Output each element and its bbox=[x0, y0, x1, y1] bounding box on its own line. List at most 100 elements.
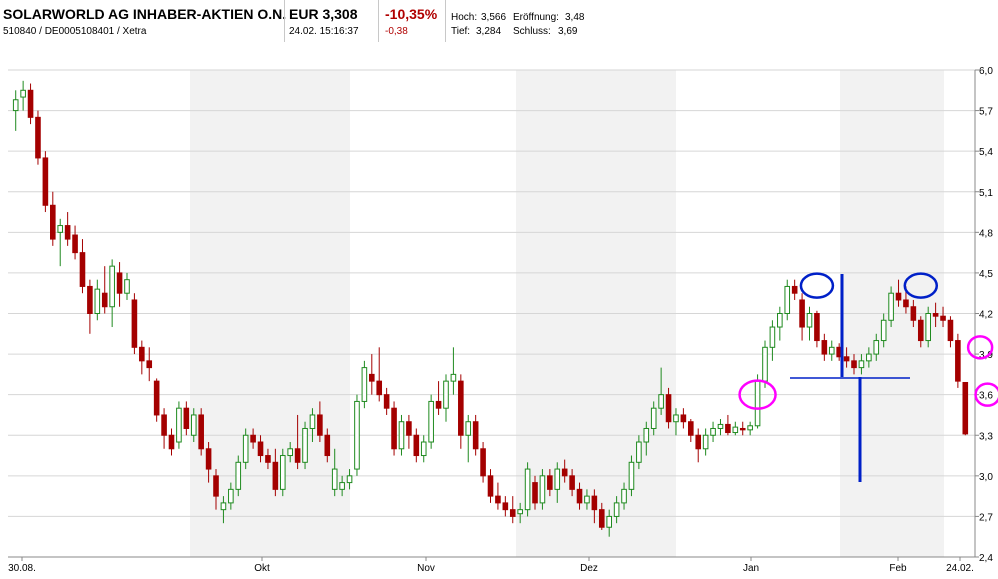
candle bbox=[279, 448, 286, 497]
open-label: Eröffnung: bbox=[513, 12, 559, 23]
candle-body bbox=[754, 380, 761, 427]
candle-body bbox=[443, 380, 449, 409]
candle bbox=[665, 387, 672, 429]
candle bbox=[725, 414, 731, 436]
price-cell: EUR 3,308 24.02. 15:16:37 bbox=[284, 0, 378, 42]
candle-body bbox=[131, 299, 138, 348]
instrument-cell: SOLARWORLD AG INHABER-AKTIEN O.N. 510840… bbox=[0, 0, 287, 42]
candle bbox=[450, 347, 457, 395]
candle bbox=[851, 354, 857, 375]
candle bbox=[858, 354, 865, 375]
y-tick-label: 4,2 bbox=[979, 310, 993, 321]
candle bbox=[398, 414, 405, 456]
candle-body bbox=[101, 292, 108, 308]
candle-body bbox=[309, 414, 316, 429]
candle bbox=[650, 401, 657, 436]
candle-body bbox=[72, 234, 78, 254]
y-tick-label: 2,7 bbox=[979, 512, 993, 523]
candle bbox=[57, 218, 64, 267]
candle-body bbox=[64, 225, 71, 240]
candle bbox=[331, 448, 338, 497]
candle-body bbox=[532, 482, 538, 504]
candle-body bbox=[242, 434, 249, 463]
candle-body bbox=[480, 448, 486, 477]
candle-body bbox=[495, 495, 501, 504]
candle-body bbox=[903, 299, 909, 308]
candle-body bbox=[621, 488, 627, 504]
quote-header: SOLARWORLD AG INHABER-AKTIEN O.N. 510840… bbox=[0, 0, 998, 42]
candle bbox=[79, 239, 86, 294]
close-label: Schluss: bbox=[513, 26, 551, 37]
candle bbox=[524, 462, 531, 517]
candle bbox=[636, 435, 642, 470]
candlestick-chart: 6,05,75,45,14,84,54,23,93,63,33,02,72,4 … bbox=[8, 66, 998, 574]
x-tick-label: Jan bbox=[743, 563, 759, 574]
candle-body bbox=[673, 414, 679, 423]
candle bbox=[391, 401, 397, 456]
y-tick-label: 6,0 bbox=[979, 66, 993, 77]
candle-body bbox=[354, 400, 360, 470]
y-tick-label: 2,4 bbox=[979, 553, 993, 564]
candle-body bbox=[561, 468, 568, 477]
candle-body bbox=[947, 319, 954, 342]
candle bbox=[87, 279, 93, 334]
candle bbox=[465, 414, 472, 463]
candle-body bbox=[317, 414, 323, 436]
candle-body bbox=[962, 381, 969, 435]
candle bbox=[213, 469, 219, 510]
candle-body bbox=[361, 367, 368, 402]
candle-body bbox=[917, 319, 924, 342]
candle bbox=[873, 333, 880, 361]
candle bbox=[250, 428, 256, 449]
candle-body bbox=[628, 461, 635, 490]
change-absolute: -0,38 bbox=[385, 26, 408, 37]
last-price: EUR 3,308 bbox=[289, 6, 358, 22]
y-tick-label: 4,5 bbox=[979, 269, 993, 280]
candle-body bbox=[302, 427, 308, 463]
candle-body bbox=[383, 394, 390, 409]
candle-body bbox=[331, 468, 338, 490]
candle bbox=[228, 482, 234, 510]
candle bbox=[658, 367, 664, 415]
candle-body bbox=[940, 315, 946, 321]
candle-body bbox=[413, 434, 420, 457]
high-value: 3,566 bbox=[481, 12, 507, 23]
candle-body bbox=[42, 157, 49, 206]
candle-body bbox=[725, 423, 731, 434]
candle-body bbox=[880, 319, 887, 342]
candle bbox=[739, 421, 746, 436]
x-tick-label: 24.02. bbox=[946, 563, 974, 574]
x-axis-ticks: 30.08. Okt Nov Dez Jan Feb 24.02. bbox=[8, 557, 974, 574]
candle-body bbox=[235, 461, 242, 490]
candle bbox=[710, 421, 716, 443]
candle-body bbox=[806, 313, 813, 328]
candle-body bbox=[487, 475, 494, 497]
candle-body bbox=[866, 353, 872, 362]
candle bbox=[643, 421, 650, 456]
isin-line: 510840 / DE0005108401 / Xetra bbox=[3, 26, 147, 37]
candle bbox=[584, 489, 590, 510]
candle bbox=[443, 374, 449, 422]
candle bbox=[109, 259, 115, 328]
low-label: Tief: bbox=[451, 26, 471, 37]
candle bbox=[784, 279, 791, 321]
candle-body bbox=[339, 482, 345, 490]
candle bbox=[821, 333, 828, 361]
candle-body bbox=[791, 285, 798, 294]
candle bbox=[517, 502, 523, 524]
candle-body bbox=[606, 515, 612, 528]
candle bbox=[799, 293, 805, 341]
change-cell: -10,35% -0,38 bbox=[378, 0, 445, 42]
candle bbox=[35, 110, 41, 165]
candle-body bbox=[287, 448, 293, 457]
candle-body bbox=[769, 326, 776, 348]
instrument-name: SOLARWORLD AG INHABER-AKTIEN O.N. bbox=[3, 6, 287, 22]
candle bbox=[354, 394, 360, 476]
candle bbox=[747, 421, 753, 436]
candle-body bbox=[12, 99, 19, 112]
annotation-magenta-circle bbox=[738, 379, 777, 410]
candle bbox=[94, 279, 101, 321]
candle-body bbox=[472, 421, 479, 450]
candle bbox=[161, 408, 167, 449]
candle-body bbox=[265, 455, 271, 463]
